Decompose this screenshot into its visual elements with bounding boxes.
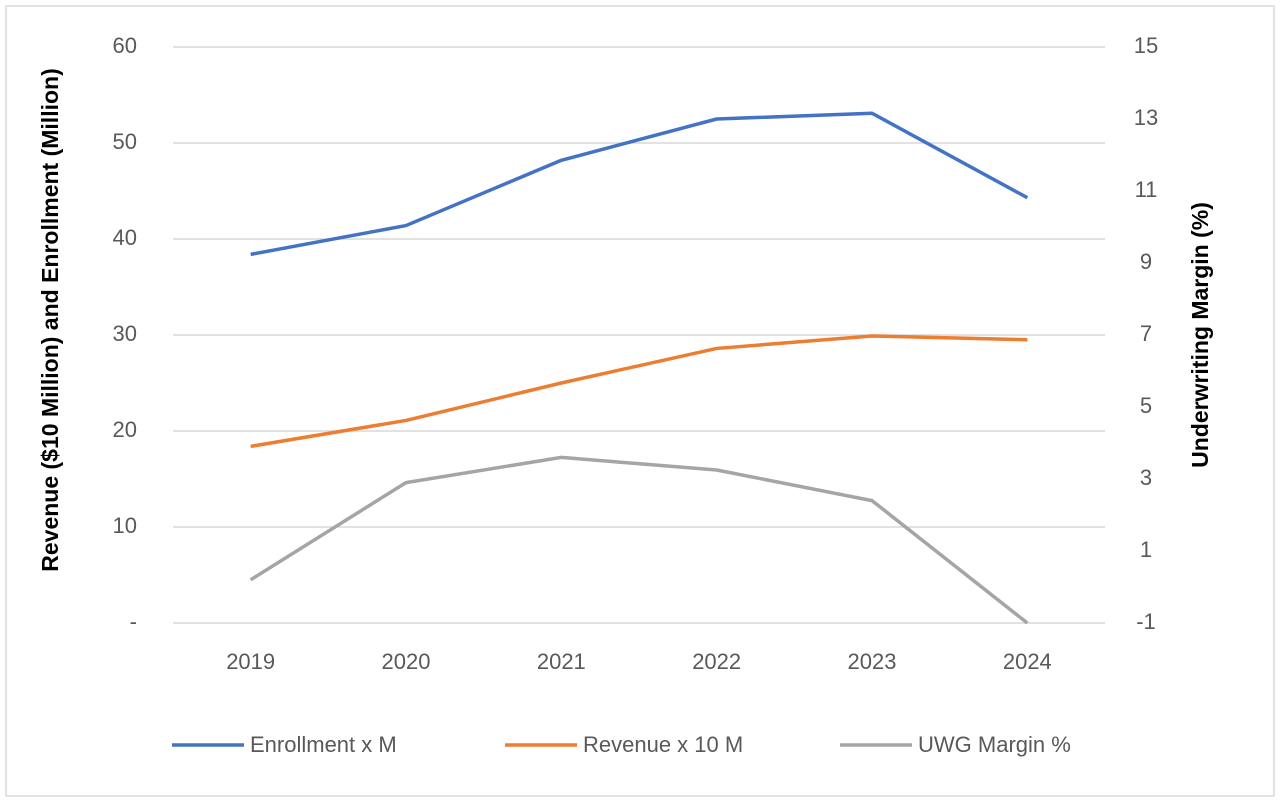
y-tick-label: 60 (113, 33, 137, 58)
y2-tick-label: 7 (1140, 321, 1152, 346)
x-tick-label: 2020 (382, 649, 431, 674)
x-tick-label: 2019 (226, 649, 275, 674)
y-axis-title: Revenue ($10 Million) and Enrollment (Mi… (37, 68, 63, 572)
x-tick-label: 2021 (537, 649, 586, 674)
y2-tick-label: 9 (1140, 249, 1152, 274)
series-line (250, 334, 1028, 449)
x-tick-label: 2024 (1003, 649, 1052, 674)
y-tick-label: - (130, 609, 137, 634)
series-line (250, 111, 1029, 257)
y-tick-label: 30 (113, 321, 137, 346)
y2-tick-label: 5 (1140, 393, 1152, 418)
y-tick-label: 40 (113, 225, 137, 250)
x-tick-label: 2022 (692, 649, 741, 674)
legend-label: Revenue x 10 M (583, 732, 743, 757)
legend-label: Enrollment x M (250, 732, 397, 757)
legend-label: UWG Margin % (918, 732, 1071, 757)
y2-axis-title: Underwriting Margin (%) (1187, 202, 1213, 468)
y-tick-label: 20 (113, 417, 137, 442)
y2-tick-label: 1 (1140, 537, 1152, 562)
y2-tick-label: 3 (1140, 465, 1152, 490)
y2-tick-label: 15 (1134, 33, 1158, 58)
y-tick-label: 50 (113, 129, 137, 154)
y2-tick-label: -1 (1136, 609, 1156, 634)
y-tick-label: 10 (113, 513, 137, 538)
x-tick-label: 2023 (848, 649, 897, 674)
y2-tick-label: 13 (1134, 105, 1158, 130)
chart-border (5, 5, 1275, 797)
series-line (249, 455, 1029, 625)
y2-tick-label: 11 (1135, 177, 1158, 202)
